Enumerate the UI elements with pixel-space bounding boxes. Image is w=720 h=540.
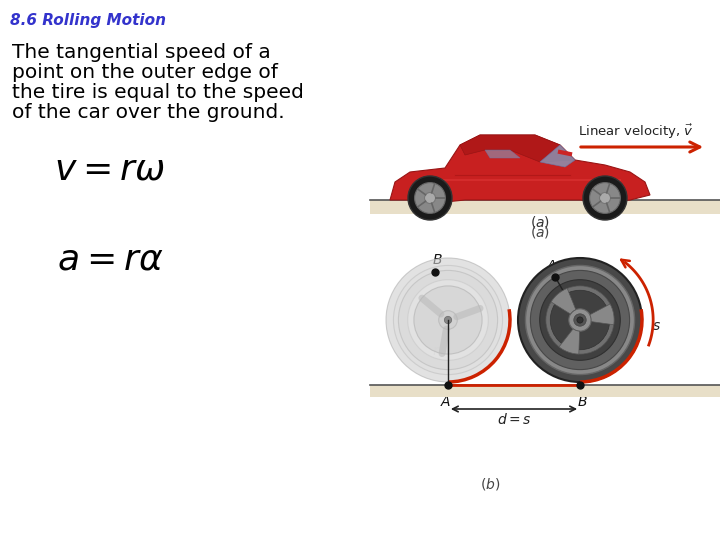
Circle shape — [583, 176, 627, 220]
Bar — [370, 385, 720, 397]
Circle shape — [531, 271, 629, 369]
Circle shape — [600, 192, 611, 204]
Text: $B$: $B$ — [577, 395, 588, 409]
Circle shape — [569, 309, 591, 331]
Circle shape — [518, 258, 642, 382]
Polygon shape — [485, 150, 520, 158]
Text: $r$: $r$ — [431, 344, 440, 358]
Circle shape — [577, 317, 583, 323]
Circle shape — [550, 290, 610, 350]
Circle shape — [408, 176, 452, 220]
Text: $A$: $A$ — [441, 395, 451, 409]
Polygon shape — [460, 135, 575, 162]
Circle shape — [444, 316, 451, 323]
Text: 8.6 Rolling Motion: 8.6 Rolling Motion — [10, 13, 166, 28]
Circle shape — [546, 286, 614, 354]
Text: the tire is equal to the speed: the tire is equal to the speed — [12, 83, 304, 102]
Circle shape — [526, 266, 634, 375]
Circle shape — [414, 286, 482, 354]
Text: of the car over the ground.: of the car over the ground. — [12, 103, 284, 122]
Text: $d = s$: $d = s$ — [497, 412, 531, 427]
Circle shape — [398, 271, 498, 369]
Text: $(a)$: $(a)$ — [530, 214, 550, 230]
Circle shape — [408, 280, 488, 360]
Circle shape — [425, 192, 436, 204]
Text: $s$: $s$ — [652, 319, 662, 333]
Text: $A$: $A$ — [546, 259, 557, 273]
Text: $(b)$: $(b)$ — [480, 476, 500, 492]
Text: The tangential speed of a: The tangential speed of a — [12, 43, 271, 62]
Circle shape — [393, 266, 503, 375]
Text: Linear velocity, $\vec{v}$: Linear velocity, $\vec{v}$ — [578, 123, 693, 141]
Text: $(a)$: $(a)$ — [530, 224, 550, 240]
Polygon shape — [551, 288, 576, 314]
Circle shape — [438, 310, 457, 329]
Circle shape — [386, 258, 510, 382]
Bar — [370, 200, 720, 214]
Polygon shape — [390, 135, 650, 202]
Polygon shape — [540, 145, 575, 167]
Text: point on the outer edge of: point on the outer edge of — [12, 63, 278, 82]
Polygon shape — [590, 304, 614, 325]
Text: $v = r\omega$: $v = r\omega$ — [55, 153, 166, 187]
Polygon shape — [559, 329, 580, 354]
Circle shape — [415, 183, 446, 213]
Text: $B$: $B$ — [432, 253, 443, 267]
Circle shape — [574, 314, 586, 326]
Circle shape — [540, 280, 621, 360]
Text: $a = r\alpha$: $a = r\alpha$ — [57, 243, 163, 277]
Circle shape — [590, 183, 621, 213]
